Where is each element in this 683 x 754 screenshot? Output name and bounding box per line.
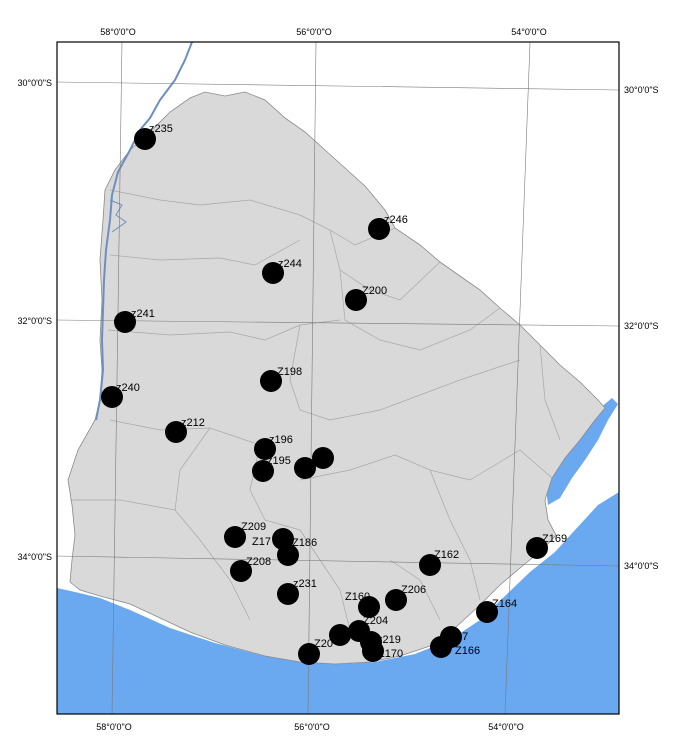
- site-label-z17: Z17: [252, 536, 271, 548]
- site-label-z244: z244: [278, 258, 302, 270]
- site-labels: z235 z246 z244 Z200 z241 Z198 z240 z212 …: [116, 123, 567, 660]
- land-area: [67, 91, 606, 665]
- site-marker[interactable]: [298, 643, 320, 665]
- site-label-z186: Z186: [292, 537, 317, 549]
- tick-bottom-0: 58°0'0"O: [96, 722, 132, 732]
- river-branch: [109, 199, 127, 233]
- tick-bottom-1: 56°0'0"O: [294, 722, 330, 732]
- tick-left-2: 34°0'0"S: [17, 552, 52, 562]
- site-marker[interactable]: [260, 370, 282, 392]
- site-marker[interactable]: [230, 560, 252, 582]
- site-label-z162: Z162: [434, 549, 459, 561]
- site-marker[interactable]: [368, 218, 390, 240]
- tick-left-1: 32°0'0"S: [17, 316, 52, 326]
- site-marker[interactable]: [165, 421, 187, 443]
- site-marker[interactable]: [476, 601, 498, 623]
- tick-labels: 58°0'0"O 56°0'0"O 54°0'0"O 58°0'0"O 56°0…: [17, 27, 658, 732]
- tick-right-0: 30°0'0"S: [624, 85, 659, 95]
- site-label-z246: z246: [384, 214, 408, 226]
- site-marker[interactable]: [262, 262, 284, 284]
- site-marker[interactable]: [345, 289, 367, 311]
- site-label-z196: z196: [269, 434, 293, 446]
- tick-left-0: 30°0'0"S: [17, 78, 52, 88]
- site-label-z170: Z170: [378, 648, 403, 660]
- lagoon-area: [545, 398, 618, 505]
- tick-right-1: 32°0'0"S: [624, 321, 659, 331]
- site-marker[interactable]: [114, 311, 136, 333]
- department-borders: [70, 189, 561, 631]
- site-marker[interactable]: [312, 447, 334, 469]
- tick-top-0: 58°0'0"O: [100, 27, 136, 37]
- site-marker[interactable]: [419, 554, 441, 576]
- site-label-z169: Z169: [542, 533, 567, 545]
- site-label-z200: Z200: [362, 285, 387, 297]
- site-marker[interactable]: [526, 537, 548, 559]
- site-marker[interactable]: [134, 128, 156, 150]
- site-marker[interactable]: [277, 544, 299, 566]
- map-frame: [56, 41, 620, 715]
- site-marker[interactable]: [358, 596, 380, 618]
- site-marker[interactable]: [252, 460, 274, 482]
- tick-top-1: 56°0'0"O: [296, 27, 332, 37]
- site-label-z206: Z206: [401, 584, 426, 596]
- tick-top-2: 54°0'0"O: [511, 27, 547, 37]
- site-marker[interactable]: [329, 624, 351, 646]
- site-label-67: 67: [456, 631, 468, 643]
- water-area: [57, 492, 619, 714]
- tick-bottom-2: 54°0'0"O: [488, 722, 524, 732]
- site-marker[interactable]: [101, 386, 123, 408]
- site-label-z241: z241: [131, 308, 155, 320]
- site-label-z212: z212: [181, 417, 205, 429]
- site-marker[interactable]: [224, 526, 246, 548]
- site-marker[interactable]: [294, 457, 316, 479]
- tick-right-2: 34°0'0"S: [624, 561, 659, 571]
- site-marker[interactable]: [385, 589, 407, 611]
- site-marker[interactable]: [277, 583, 299, 605]
- site-markers: [101, 128, 548, 665]
- site-label-z166: Z166: [455, 645, 480, 657]
- site-label-z160: Z160: [345, 591, 370, 603]
- site-marker[interactable]: [254, 438, 276, 460]
- site-label-z20: Z20: [314, 638, 333, 650]
- site-label-z240: z240: [116, 382, 140, 394]
- site-label-z235: z235: [149, 123, 173, 135]
- uruguay-river: [95, 41, 193, 421]
- site-marker[interactable]: [440, 626, 462, 648]
- site-label-z195: z195: [267, 455, 291, 467]
- site-label-z198: Z198: [277, 366, 302, 378]
- site-label-z209: Z209: [241, 521, 266, 533]
- graticule: [56, 41, 620, 715]
- site-marker[interactable]: [362, 640, 384, 662]
- site-label-z204: Z204: [363, 615, 388, 627]
- site-label-z208: Z208: [246, 556, 271, 568]
- site-label-z231: z231: [293, 578, 317, 590]
- site-label-z164: Z164: [492, 598, 517, 610]
- site-label-z219: z219: [377, 634, 401, 646]
